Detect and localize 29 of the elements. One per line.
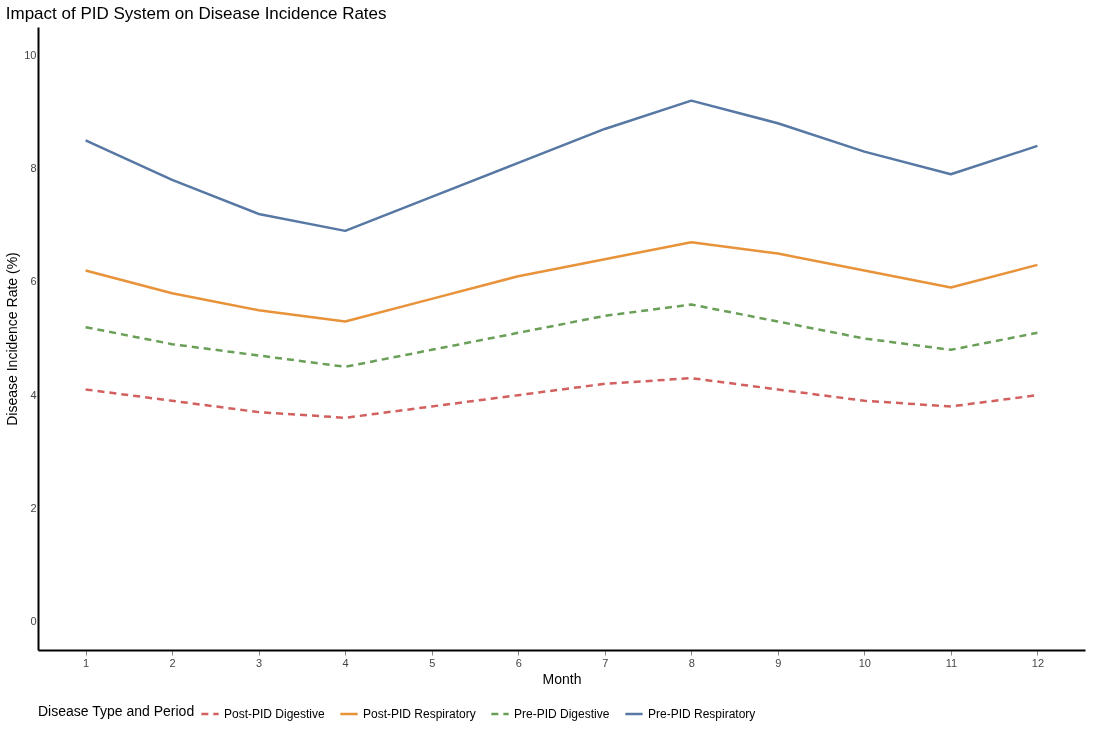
y-tick-label: 6 [30,275,37,288]
legend-label: Pre-PID Respiratory [648,707,756,721]
x-tick-label: 2 [169,656,176,669]
x-tick-label: 6 [515,656,522,669]
x-axis-title: Month [542,670,582,687]
y-tick-label: 2 [30,501,37,514]
line-series [84,240,1039,323]
x-tick-label: 11 [945,656,958,669]
x-tick-label: 7 [602,656,609,669]
line-series [84,99,1039,233]
x-tick-label: 5 [429,656,436,669]
chart-title: Impact of PID System on Disease Incidence Rates [5,4,387,23]
y-tick-label: 4 [30,388,37,401]
x-tick-label: 3 [256,656,263,669]
x-tick-label: 1 [83,656,90,669]
y-tick-label: 0 [30,615,37,628]
legend-label: Post-PID Respiratory [363,707,476,721]
y-axis-title: Disease Incidence Rate (%) [4,252,21,426]
x-tick-label: 8 [688,656,695,669]
x-tick-label: 12 [1031,656,1045,669]
y-tick-label: 10 [24,48,37,61]
x-tick-label: 4 [342,656,349,669]
legend-title: Disease Type and Period [38,703,195,719]
x-tick-label: 10 [858,656,871,669]
legend-label: Post-PID Digestive [224,707,326,721]
line-series [84,303,1039,369]
legend-label: Pre-PID Digestive [514,707,610,721]
x-tick-label: 9 [775,656,782,669]
y-tick-label: 8 [30,162,37,175]
